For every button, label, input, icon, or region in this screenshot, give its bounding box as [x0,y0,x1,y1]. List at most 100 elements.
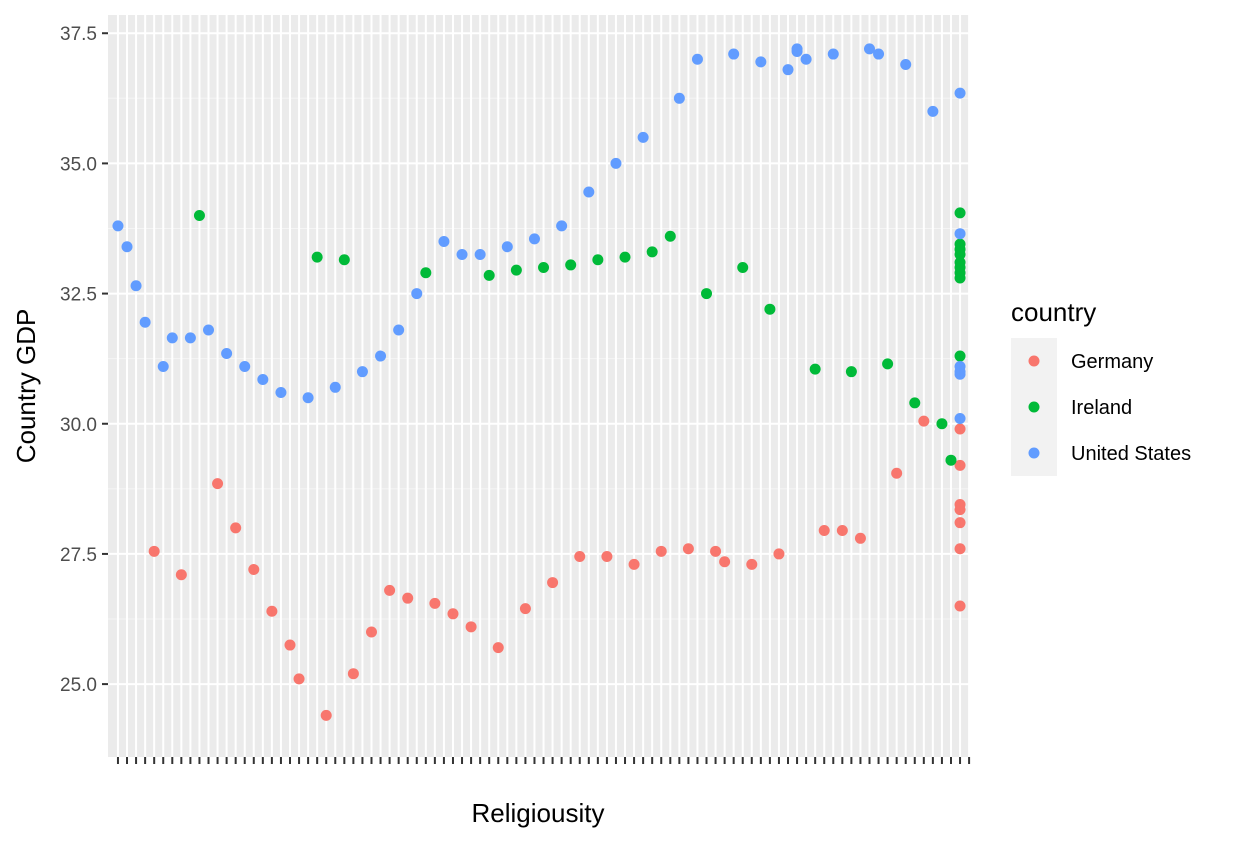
legend-key [1028,447,1040,459]
data-point [501,241,513,253]
data-point [954,249,966,261]
legend-label: United States [1071,443,1191,465]
data-point [420,267,432,279]
data-point [320,709,332,721]
y-tick-label: 30.0 [60,415,97,436]
data-point [773,548,785,560]
data-point [882,358,894,370]
data-point [782,64,794,76]
data-point [863,43,875,55]
data-point [710,545,722,557]
data-point [284,639,296,651]
data-point [519,603,531,615]
data-point [492,642,504,654]
data-point [637,131,649,143]
x-axis [116,757,971,764]
data-point [646,246,658,258]
data-point [175,569,187,581]
data-point [311,251,323,263]
data-point [438,236,450,248]
data-point [329,381,341,393]
data-point [845,366,857,378]
data-point [954,413,966,425]
data-point [148,545,160,557]
legend-keys: Germany Ireland United States [1011,338,1191,476]
data-point [954,228,966,240]
data-point [393,324,405,336]
data-point [356,366,368,378]
y-axis: 25.0 27.5 30.0 32.5 35.0 37.5 [60,24,108,696]
data-point [836,524,848,536]
data-point [791,45,803,57]
data-point [547,577,559,589]
data-point [628,558,640,570]
data-point [483,269,495,281]
data-point [737,262,749,274]
legend-key [1028,401,1040,413]
legend-label: Germany [1071,351,1153,373]
data-point [139,316,151,328]
legend: country Germany Ireland United States [1011,297,1191,476]
data-point [239,360,251,372]
data-point [936,418,948,430]
data-point [203,324,215,336]
data-point [565,259,577,271]
data-point [157,360,169,372]
data-point [954,207,966,219]
data-point [510,264,522,276]
data-point [854,532,866,544]
data-point [166,332,178,344]
data-point [691,53,703,65]
data-point [746,558,758,570]
data-point [221,347,233,359]
data-point [248,564,260,576]
y-tick-label: 37.5 [60,24,97,45]
data-point [347,668,359,680]
data-point [954,543,966,555]
y-tick-label: 25.0 [60,675,97,696]
data-point [130,280,142,292]
data-point [954,504,966,516]
x-axis-title: Religiousity [472,798,605,828]
data-point [365,626,377,638]
data-point [954,600,966,612]
data-point [538,262,550,274]
data-point [619,251,631,263]
data-point [384,584,396,596]
legend-title: country [1011,297,1096,327]
y-tick-label: 35.0 [60,154,97,175]
data-point [375,350,387,362]
data-point [719,556,731,568]
data-point [655,545,667,557]
data-point [456,249,468,261]
data-point [302,392,314,404]
y-tick-label: 27.5 [60,545,97,566]
data-point [402,592,414,604]
legend-key [1028,355,1040,367]
data-point [909,397,921,409]
data-point [873,48,885,60]
data-point [891,467,903,479]
panel-background [108,15,970,757]
data-point [900,58,912,70]
data-point [701,288,713,300]
gridlines [108,15,971,757]
data-point [818,524,830,536]
y-tick-label: 32.5 [60,285,97,306]
data-point [755,56,767,68]
data-point [275,387,287,399]
data-point [827,48,839,60]
data-point [954,517,966,529]
data-point [954,423,966,435]
data-point [954,459,966,471]
data-point [293,673,305,685]
data-point [193,209,205,221]
data-point [800,53,812,65]
data-point [474,249,486,261]
data-point [121,241,133,253]
data-point [728,48,740,60]
data-point [954,272,966,284]
data-points [112,43,966,721]
data-point [673,92,685,104]
